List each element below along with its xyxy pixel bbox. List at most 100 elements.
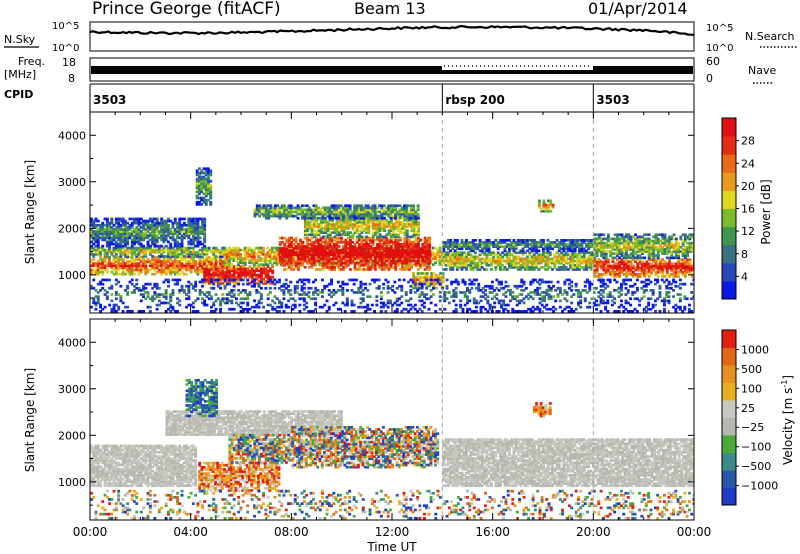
power-cell (290, 253, 293, 257)
power-cell (683, 273, 687, 276)
power-cell (659, 268, 662, 272)
power-cell (283, 236, 287, 240)
power-cell (142, 238, 145, 242)
power-cell (275, 261, 279, 265)
power-cell (328, 218, 332, 222)
power-cell (310, 253, 314, 257)
power-cell (373, 204, 377, 208)
power-cell (571, 249, 575, 253)
power-cell (392, 257, 395, 261)
power-cell (688, 266, 692, 270)
power-cell (342, 255, 346, 259)
power-cell (519, 263, 523, 267)
power-cell (578, 243, 582, 246)
power-cell (312, 251, 316, 255)
power-cell (571, 251, 575, 255)
power-cell (201, 230, 204, 233)
power-cell (119, 244, 123, 248)
power-cell (451, 255, 455, 259)
power-cell (121, 236, 125, 240)
power-cell (523, 257, 527, 261)
power-cell (310, 214, 314, 218)
power-cell (412, 216, 415, 220)
power-cell (436, 248, 440, 252)
power-cell (616, 250, 619, 253)
power-cell (326, 214, 329, 218)
power-cell (167, 260, 170, 263)
power-cell (521, 251, 525, 255)
power-cell (308, 223, 312, 226)
power-cell (142, 262, 145, 265)
power-cell (225, 280, 229, 283)
power-cell (196, 232, 200, 235)
power-cell (187, 226, 191, 229)
power-cell (378, 238, 382, 242)
power-cell (414, 247, 418, 250)
power-cell (394, 238, 398, 242)
power-cell (399, 227, 402, 230)
power-cell (137, 217, 141, 221)
power-cell (369, 257, 373, 261)
power-cell (519, 241, 523, 244)
power-cell (219, 277, 222, 281)
power-cell (405, 214, 409, 218)
power-cell (339, 261, 343, 265)
power-cell (625, 264, 628, 268)
power-cell (119, 232, 123, 235)
power-cell (275, 259, 279, 262)
power-cell (203, 248, 207, 252)
power-cell (414, 259, 418, 263)
power-cell (523, 241, 527, 244)
power-cell (387, 225, 391, 228)
power-cell (627, 264, 631, 268)
power-cell (335, 208, 338, 212)
power-cell (103, 230, 107, 233)
power-cell (412, 251, 416, 255)
power-cell (337, 251, 341, 255)
power-cell (390, 214, 393, 218)
power-cell (108, 250, 111, 254)
power-cell (248, 282, 252, 285)
power-cell (114, 260, 118, 263)
power-cell (139, 217, 143, 221)
power-cell (237, 246, 240, 250)
power-cell (414, 243, 418, 246)
noise-right-tick-bottom: 10^0 (706, 43, 733, 54)
power-cell (553, 259, 557, 263)
power-cell (243, 263, 247, 267)
power-cell (360, 218, 364, 222)
power-cell (428, 261, 432, 265)
power-cell (451, 268, 455, 271)
noise-search-label: N.Search (745, 30, 795, 43)
power-cell (686, 266, 690, 270)
power-cell (597, 233, 601, 237)
power-cell (114, 256, 118, 259)
power-cell (347, 220, 350, 224)
power-cell (267, 212, 271, 216)
power-cell (425, 282, 429, 286)
power-cell (387, 243, 391, 246)
power-cell (374, 227, 377, 230)
power-cell (439, 276, 443, 279)
power-cell (292, 210, 295, 214)
power-cell (119, 236, 123, 240)
power-cell (333, 245, 336, 248)
power-cell (618, 264, 622, 268)
power-cell (535, 249, 539, 253)
power-cell (151, 234, 155, 238)
power-cell (620, 270, 624, 274)
power-cell (367, 243, 370, 246)
power-cell (444, 259, 448, 263)
power-cell (553, 243, 557, 246)
power-cell (535, 243, 539, 246)
power-cell (294, 266, 298, 269)
power-cell (367, 236, 370, 240)
power-cell (348, 208, 352, 212)
power-cell (385, 210, 388, 214)
power-cell (419, 255, 423, 259)
power-cell (171, 250, 175, 254)
power-cell (604, 260, 608, 264)
power-cell (503, 247, 507, 251)
power-cell (315, 245, 318, 248)
power-cell (130, 223, 134, 227)
